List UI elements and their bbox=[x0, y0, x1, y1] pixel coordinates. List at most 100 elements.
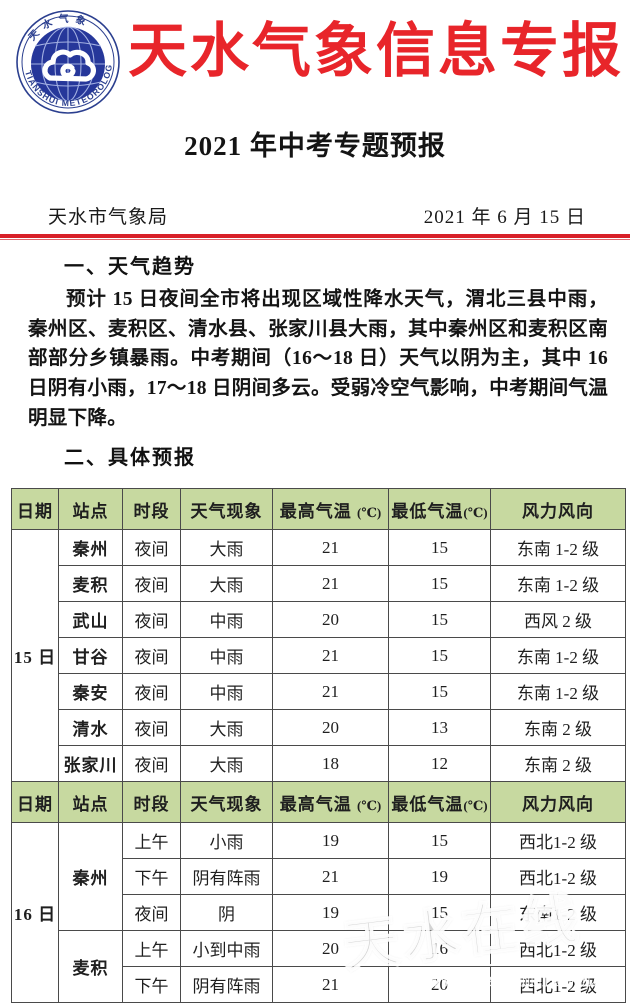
table-row: 下午 阴有阵雨 21 20 西北1-2 级 bbox=[12, 966, 626, 1003]
issuing-office: 天水市气象局 bbox=[48, 206, 169, 228]
col-header-period: 时段 bbox=[122, 488, 181, 530]
high-temp-cell: 19 bbox=[272, 894, 389, 931]
station-cell: 秦州 bbox=[58, 822, 123, 931]
phenomenon-cell: 大雨 bbox=[180, 565, 273, 602]
col-header-phenomenon: 天气现象 bbox=[180, 488, 273, 530]
phenomenon-cell: 小雨 bbox=[180, 822, 273, 859]
article-body: 一、天气趋势 预计 15 日夜间全市将出现区域性降水天气，渭北三县中雨，秦州区、… bbox=[0, 250, 630, 470]
issuer-row: 天水市气象局 2021 年 6 月 15 日 bbox=[0, 200, 630, 230]
col-header-low-temp: 最低气温(℃) bbox=[388, 488, 491, 530]
phenomenon-cell: 小到中雨 bbox=[180, 930, 273, 967]
col-header-wind: 风力风向 bbox=[490, 488, 626, 530]
table-header-row-repeat: 日期 站点 时段 天气现象 最高气温 (℃) 最低气温(℃) 风力风向 bbox=[11, 781, 626, 823]
low-temp-cell: 15 bbox=[388, 894, 491, 931]
forecast-table-wrap: 日期 站点 时段 天气现象 最高气温 (℃) 最低气温(℃) 风力风向 15 日… bbox=[11, 488, 626, 1003]
high-temp-cell: 19 bbox=[272, 822, 389, 859]
col-header-low-temp-unit: (℃) bbox=[463, 504, 488, 520]
wind-cell: 西北1-2 级 bbox=[490, 930, 626, 967]
low-temp-cell: 15 bbox=[388, 673, 491, 710]
low-temp-cell: 20 bbox=[388, 966, 491, 1003]
wind-cell: 西风 2 级 bbox=[490, 601, 626, 638]
high-temp-cell: 20 bbox=[272, 930, 389, 967]
station-cell: 甘谷 bbox=[58, 637, 123, 674]
period-cell: 夜间 bbox=[122, 637, 181, 674]
date-group-16: 16 日 bbox=[11, 822, 59, 1003]
masthead: 天水气象 TIANSHUI METEOROLOGY 天水气象信息专报 bbox=[0, 0, 630, 118]
low-temp-cell: 15 bbox=[388, 565, 491, 602]
station-cell: 清水 bbox=[58, 709, 123, 746]
period-cell: 夜间 bbox=[122, 673, 181, 710]
header-divider-rule bbox=[0, 234, 630, 238]
table-row: 16 日 秦州 上午 小雨 19 15 西北1-2 级 bbox=[11, 822, 626, 1003]
bulletin-main-title: 天水气象信息专报 bbox=[128, 17, 625, 84]
col-header-date: 日期 bbox=[11, 781, 59, 823]
table-row: 麦积 上午 小到中雨 20 16 西北1-2 级 bbox=[12, 930, 626, 1003]
low-temp-cell: 13 bbox=[388, 709, 491, 746]
low-temp-cell: 16 bbox=[388, 930, 491, 967]
col-header-high-temp-unit: (℃) bbox=[357, 504, 382, 520]
col-header-high-temp-label: 最高气温 bbox=[279, 794, 352, 814]
period-cell: 夜间 bbox=[122, 601, 181, 638]
low-temp-cell: 12 bbox=[388, 745, 491, 782]
bulletin-subtitle: 2021 年中考专题预报 bbox=[184, 131, 446, 161]
low-temp-cell: 15 bbox=[388, 529, 491, 566]
phenomenon-cell: 阴有阵雨 bbox=[180, 858, 273, 895]
col-header-low-temp-label: 最低气温 bbox=[391, 501, 464, 521]
phenomenon-cell: 大雨 bbox=[180, 529, 273, 566]
wind-cell: 东南 2 级 bbox=[490, 709, 626, 746]
low-temp-cell: 19 bbox=[388, 858, 491, 895]
table-row: 秦安 夜间 中雨 21 15 东南 1-2 级 bbox=[12, 673, 626, 710]
col-header-date: 日期 bbox=[11, 488, 59, 530]
period-cell: 下午 bbox=[122, 966, 181, 1003]
low-temp-cell: 15 bbox=[388, 601, 491, 638]
table-row: 甘谷 夜间 中雨 21 15 东南 1-2 级 bbox=[12, 637, 626, 674]
table-row: 清水 夜间 大雨 20 13 东南 2 级 bbox=[12, 709, 626, 746]
high-temp-cell: 21 bbox=[272, 966, 389, 1003]
wind-cell: 西北1-2 级 bbox=[490, 966, 626, 1003]
wind-cell: 东南 1-2 级 bbox=[490, 637, 626, 674]
high-temp-cell: 20 bbox=[272, 709, 389, 746]
col-header-high-temp-label: 最高气温 bbox=[279, 501, 352, 521]
phenomenon-cell: 大雨 bbox=[180, 745, 273, 782]
col-header-high-temp: 最高气温 (℃) bbox=[272, 488, 389, 530]
date-group-15: 15 日 bbox=[11, 529, 59, 782]
phenomenon-cell: 中雨 bbox=[180, 637, 273, 674]
period-cell: 夜间 bbox=[122, 709, 181, 746]
wind-cell: 东南 1-2 级 bbox=[490, 565, 626, 602]
phenomenon-cell: 中雨 bbox=[180, 673, 273, 710]
high-temp-cell: 18 bbox=[272, 745, 389, 782]
station-cell: 麦积 bbox=[58, 565, 123, 602]
high-temp-cell: 21 bbox=[272, 673, 389, 710]
header-divider-rule-thin bbox=[0, 239, 630, 240]
station-cell: 秦安 bbox=[58, 673, 123, 710]
col-header-period: 时段 bbox=[122, 781, 181, 823]
phenomenon-cell: 阴有阵雨 bbox=[180, 966, 273, 1003]
col-header-high-temp-unit: (℃) bbox=[357, 797, 382, 813]
station-cell: 麦积 bbox=[58, 930, 123, 1003]
high-temp-cell: 21 bbox=[272, 529, 389, 566]
weather-trend-paragraph: 预计 15 日夜间全市将出现区域性降水天气，渭北三县中雨，秦州区、麦积区、清水县… bbox=[28, 289, 608, 429]
wind-cell: 西北1-2 级 bbox=[490, 822, 626, 859]
table-row: 武山 夜间 中雨 20 15 西风 2 级 bbox=[12, 601, 626, 638]
col-header-high-temp: 最高气温 (℃) bbox=[272, 781, 389, 823]
table-row: 下午 阴有阵雨 21 19 西北1-2 级 bbox=[12, 858, 626, 895]
period-cell: 下午 bbox=[122, 858, 181, 895]
wind-cell: 东南1-2 级 bbox=[490, 894, 626, 931]
forecast-table: 日期 站点 时段 天气现象 最高气温 (℃) 最低气温(℃) 风力风向 15 日… bbox=[11, 488, 626, 1003]
phenomenon-cell: 大雨 bbox=[180, 709, 273, 746]
phenomenon-cell: 中雨 bbox=[180, 601, 273, 638]
period-cell: 夜间 bbox=[122, 745, 181, 782]
table-header-row: 日期 站点 时段 天气现象 最高气温 (℃) 最低气温(℃) 风力风向 bbox=[11, 488, 626, 530]
period-cell: 夜间 bbox=[122, 565, 181, 602]
low-temp-cell: 15 bbox=[388, 822, 491, 859]
wind-cell: 西北1-2 级 bbox=[490, 858, 626, 895]
table-row: 张家川 夜间 大雨 18 12 东南 2 级 bbox=[12, 745, 626, 782]
high-temp-cell: 20 bbox=[272, 601, 389, 638]
section-heading-detailed-forecast: 二、具体预报 bbox=[64, 447, 196, 470]
period-cell: 上午 bbox=[122, 822, 181, 859]
station-cell: 武山 bbox=[58, 601, 123, 638]
section-heading-weather-trend: 一、天气趋势 bbox=[64, 256, 196, 278]
table-row: 麦积 夜间 大雨 21 15 东南 1-2 级 bbox=[12, 565, 626, 602]
wind-cell: 东南 1-2 级 bbox=[490, 673, 626, 710]
col-header-phenomenon: 天气现象 bbox=[180, 781, 273, 823]
